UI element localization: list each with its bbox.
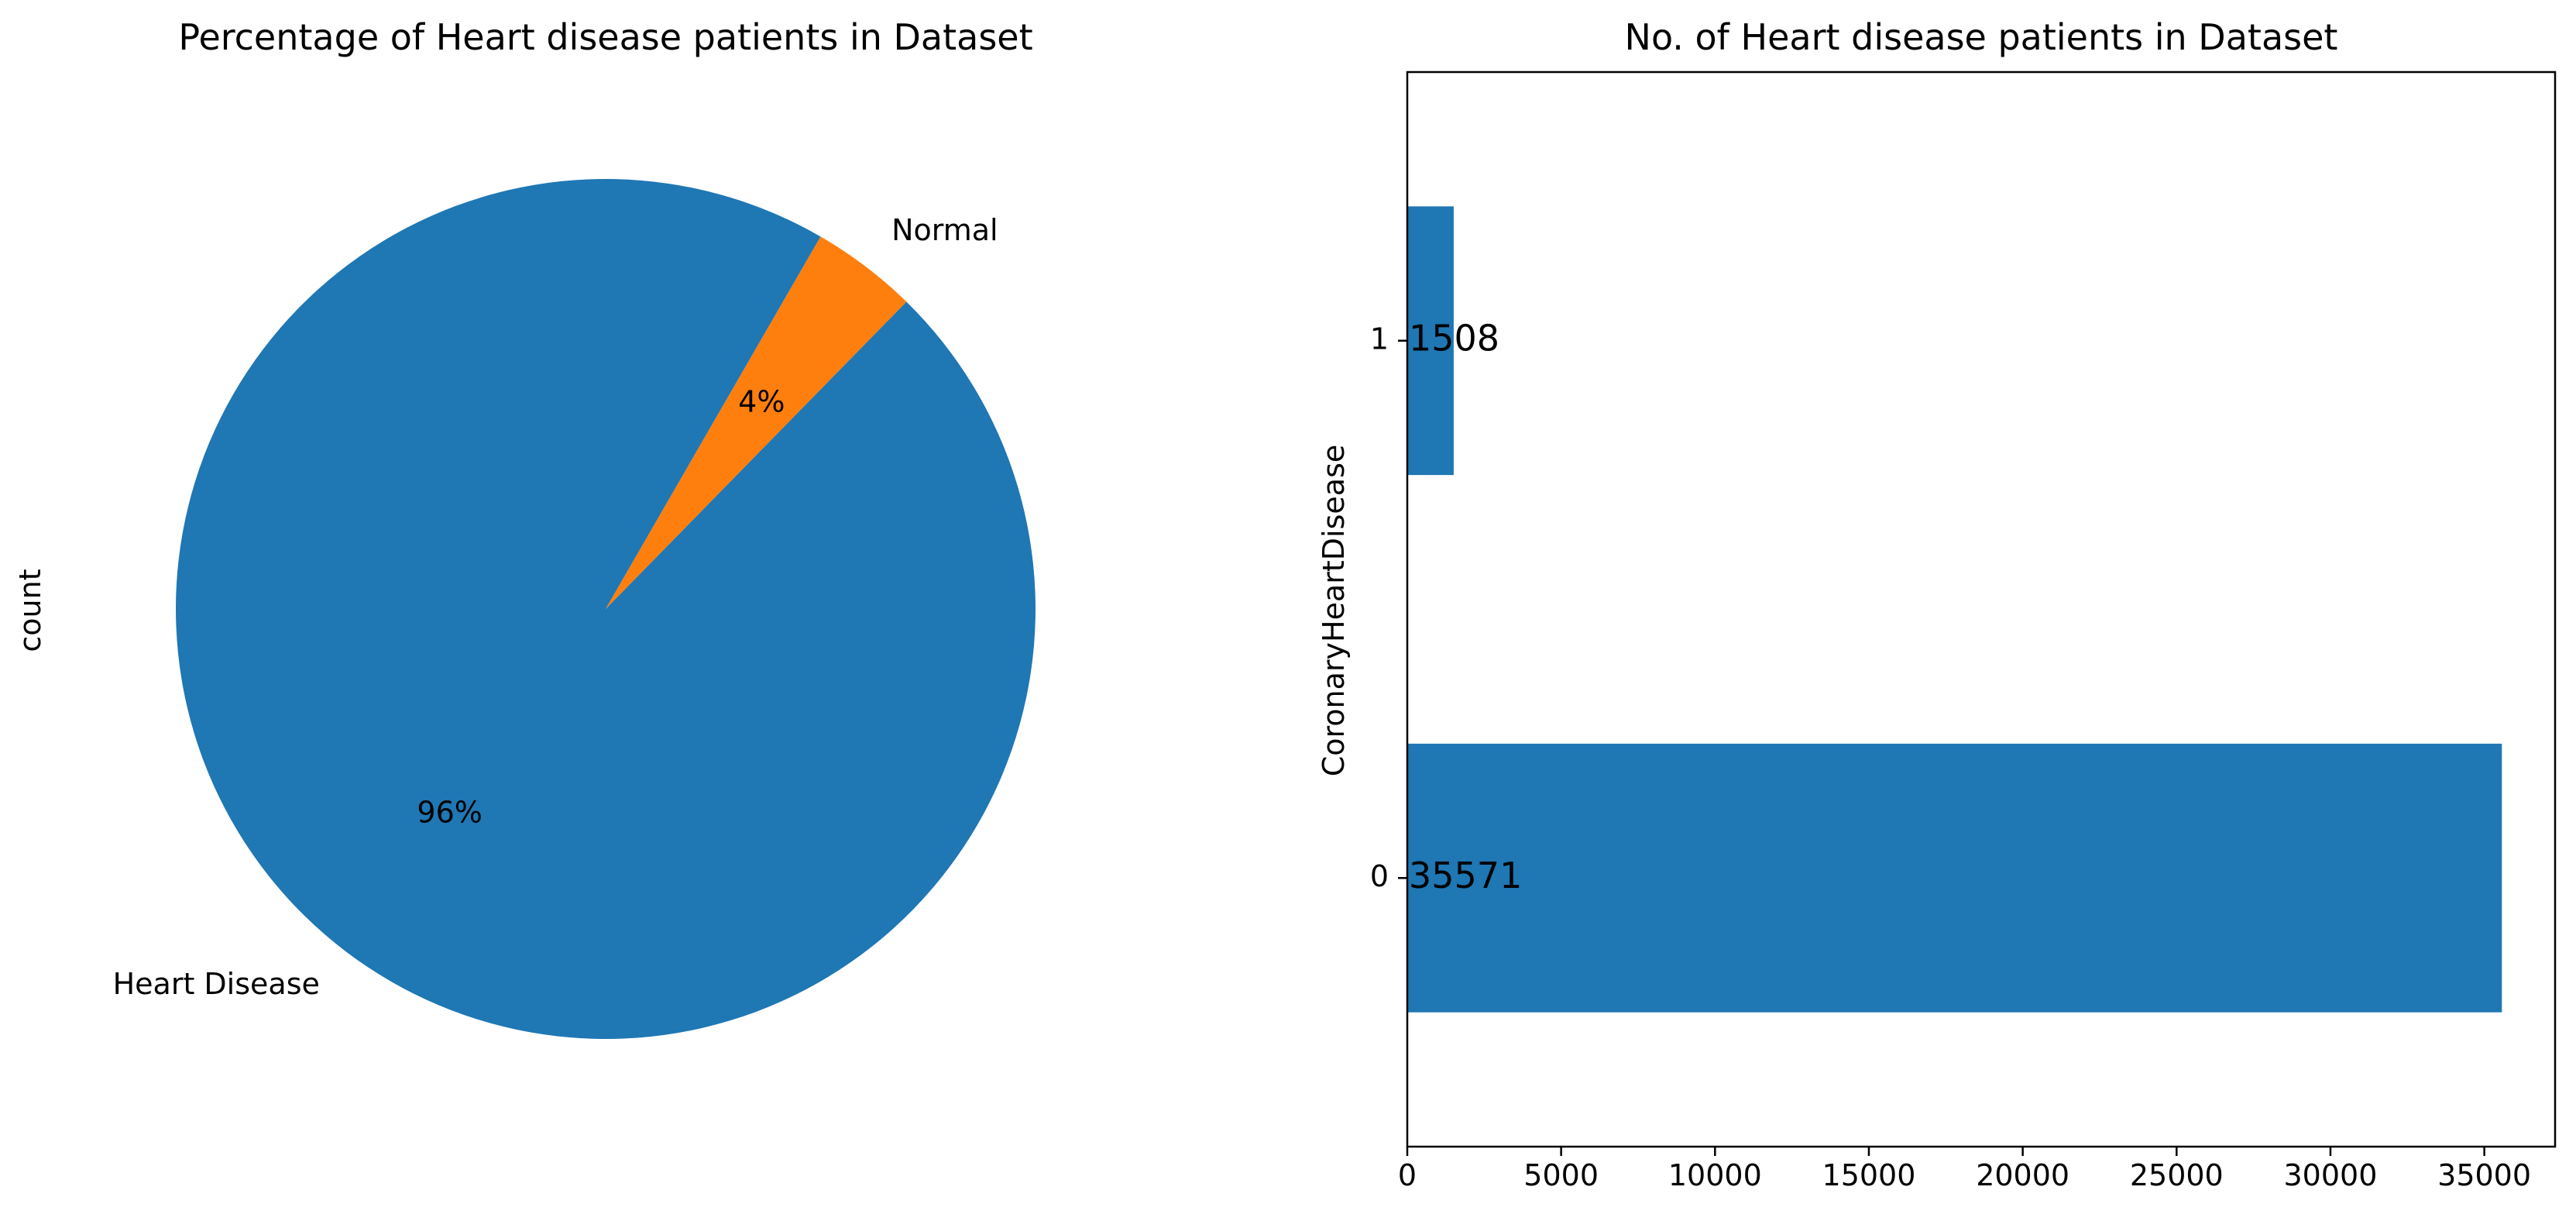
x-tick-label-15000: 15000 xyxy=(1822,1158,1916,1192)
bar-title: No. of Heart disease patients in Dataset xyxy=(1625,16,2338,58)
pie-label-normal: Normal xyxy=(891,213,998,247)
pie-pct-label-heart-disease: 96% xyxy=(417,796,482,830)
x-tick-label-5000: 5000 xyxy=(1523,1158,1599,1192)
plot-frame xyxy=(1406,71,2557,1148)
bar-data-labels: 35571 1508 xyxy=(1409,317,1522,896)
bar-value-label-0: 35571 xyxy=(1409,855,1522,896)
bar-chart: No. of Heart disease patients in Dataset… xyxy=(1317,16,2557,1192)
bar-ylabel: CoronaryHeartDisease xyxy=(1317,445,1351,777)
bar-0 xyxy=(1407,743,2502,1013)
x-tick-label-35000: 35000 xyxy=(2437,1158,2531,1192)
pie-slices xyxy=(175,178,1036,1039)
x-tick-label-25000: 25000 xyxy=(2130,1158,2224,1192)
pie-slice-normal xyxy=(606,236,907,609)
y-tick-label-1: 1 xyxy=(1370,322,1389,356)
x-tick-label-20000: 20000 xyxy=(1976,1158,2069,1192)
x-tick-label-30000: 30000 xyxy=(2284,1158,2378,1192)
bar-value-label-1: 1508 xyxy=(1409,317,1499,359)
y-tick-label-0: 0 xyxy=(1370,859,1389,893)
axis-ticks: 0 1 0 5000 10000 15000 20000 25000 30000 35000 xyxy=(1370,322,2531,1192)
bars xyxy=(1407,206,2502,1013)
x-tick-label-0: 0 xyxy=(1398,1158,1417,1192)
pie-label-heart-disease: Heart Disease xyxy=(113,967,320,1001)
pie-title: Percentage of Heart disease patients in … xyxy=(178,16,1032,58)
pie-labels: Heart Disease 96% Normal 4% xyxy=(113,213,998,1001)
pie-ylabel: count xyxy=(13,569,47,652)
pie-chart: Percentage of Heart disease patients in … xyxy=(13,16,1036,1039)
x-tick-label-10000: 10000 xyxy=(1668,1158,1762,1192)
pie-pct-label-normal: 4% xyxy=(738,384,785,418)
bar-1 xyxy=(1407,206,1454,476)
